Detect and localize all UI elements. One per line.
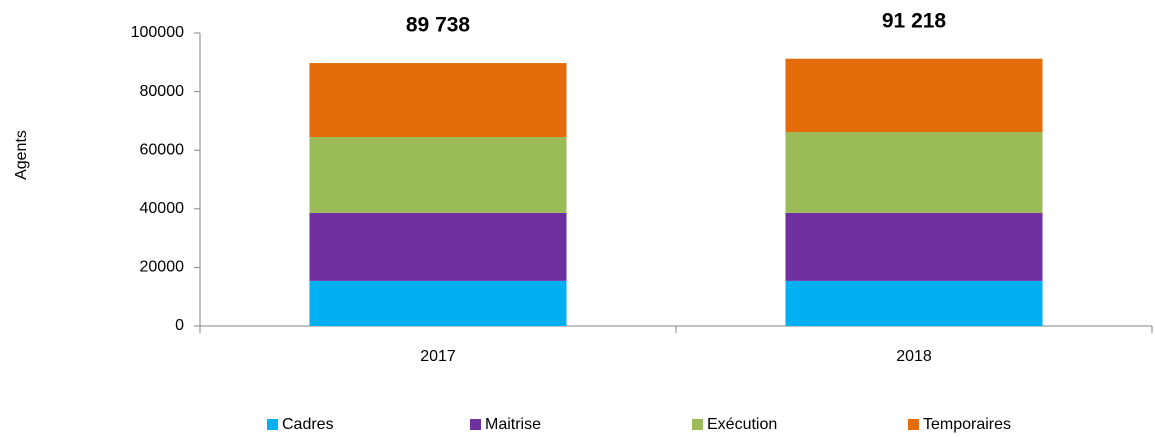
legend-label: Cadres	[282, 416, 334, 433]
bar-segment	[309, 137, 567, 213]
legend-swatch	[470, 419, 481, 430]
bar-segment	[309, 212, 567, 281]
bar-segment	[309, 63, 567, 138]
y-tick-label: 100000	[131, 24, 184, 41]
legend-label: Maitrise	[485, 416, 541, 433]
bar-segment	[785, 132, 1043, 213]
y-tick-label: 80000	[140, 83, 185, 100]
bar-segment	[309, 280, 567, 326]
legend-swatch	[908, 419, 919, 430]
y-tick-label: 40000	[140, 200, 185, 217]
legend-label: Exécution	[707, 416, 777, 433]
y-axis-label: Agents	[13, 130, 30, 180]
legend-label: Temporaires	[923, 416, 1011, 433]
total-label: 89 738	[406, 14, 471, 37]
bar-segment	[785, 212, 1043, 281]
y-tick-label: 60000	[140, 141, 185, 158]
y-tick-label: 20000	[140, 259, 185, 276]
y-tick-label: 0	[175, 317, 184, 334]
bar-segment	[785, 58, 1043, 133]
legend-swatch	[267, 419, 278, 430]
x-tick-label: 2017	[420, 348, 456, 365]
bar-segment	[785, 280, 1043, 326]
x-tick-label: 2018	[896, 348, 932, 365]
total-label: 91 218	[882, 9, 947, 32]
legend-swatch	[692, 419, 703, 430]
